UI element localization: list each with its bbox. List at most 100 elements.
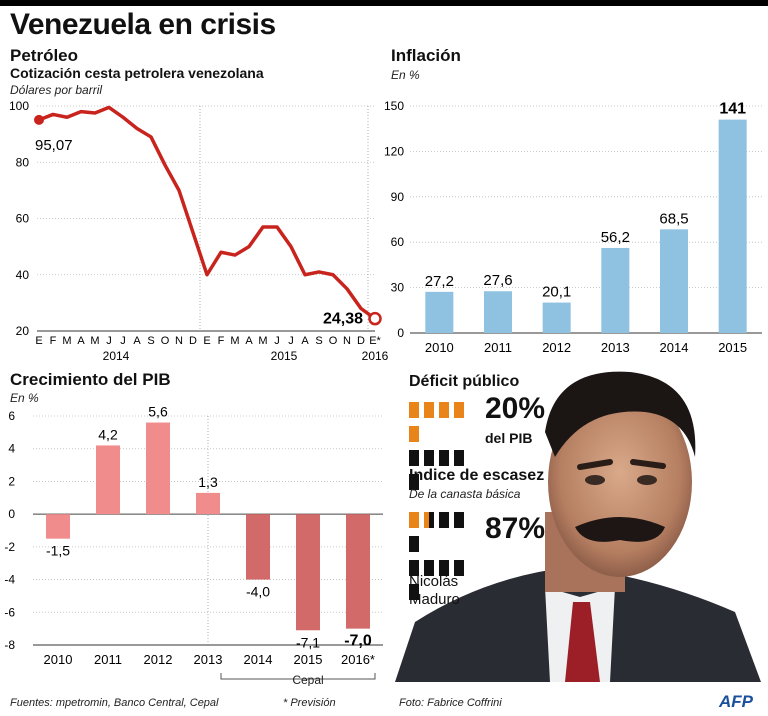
inflation-ytick-label: 90 — [391, 190, 405, 204]
oil-price-line — [38, 105, 377, 321]
oil-start-point — [34, 114, 44, 125]
oil-xtick-label: F — [218, 335, 225, 347]
oil-xtick-label: N — [175, 335, 183, 347]
top-bar — [0, 0, 768, 6]
gdp-data-label: 5,6 — [148, 404, 168, 420]
oil-year-label: 2014 — [103, 349, 130, 363]
gdp-xtick-label: 2011 — [94, 652, 122, 667]
gdp-ytick-label: -6 — [4, 605, 15, 619]
inflation-xtick-label: 2014 — [660, 340, 689, 355]
person-first-name: Nicolás — [409, 573, 459, 590]
oil-title: Petróleo — [10, 46, 79, 65]
inflation-bar — [425, 291, 454, 333]
scarcity-subtitle: De la canasta básica — [409, 487, 521, 501]
footer-note: * Previsión — [283, 697, 336, 709]
deficit-of: del PIB — [485, 430, 533, 446]
gdp-data-label: 4,2 — [98, 426, 118, 442]
oil-unit: Dólares por barril — [10, 83, 103, 97]
pictogram-square — [424, 401, 434, 418]
pictogram-square — [439, 449, 449, 466]
pictogram-square — [454, 511, 464, 528]
gdp-bar — [146, 422, 170, 515]
gdp-xtick-label: 2014 — [244, 652, 273, 667]
pictogram-square — [454, 449, 464, 466]
oil-ytick-label: 60 — [16, 212, 30, 226]
oil-xtick-label: A — [245, 335, 253, 347]
oil-ytick-label: 40 — [16, 268, 30, 282]
person-last-name: Maduro — [409, 591, 460, 608]
gdp-bar — [196, 492, 220, 515]
gdp-xtick-label: 2016* — [341, 652, 375, 667]
inflation-unit: En % — [391, 68, 420, 82]
oil-xtick-label: O — [161, 335, 170, 347]
oil-end-label: 24,38 — [323, 311, 363, 328]
oil-xtick-label: D — [357, 335, 365, 347]
oil-ytick-label: 20 — [16, 324, 30, 338]
inflation-xtick-label: 2012 — [542, 340, 571, 355]
oil-xtick-label: E* — [369, 335, 381, 347]
footer-sources: Fuentes: mpetromin, Banco Central, Cepal — [10, 697, 219, 709]
oil-year-label: 2016 — [362, 349, 389, 363]
deficit-value: 20% — [485, 392, 546, 425]
oil-xtick-label: M — [230, 335, 239, 347]
oil-end-point — [368, 311, 382, 326]
deficit-pictogram — [409, 398, 479, 494]
gdp-ytick-label: -2 — [4, 540, 15, 554]
inflation-ytick-label: 150 — [384, 99, 404, 113]
inflation-xtick-label: 2013 — [601, 340, 630, 355]
oil-xtick-label: S — [315, 335, 322, 347]
pictogram-square — [409, 535, 419, 552]
oil-xtick-label: N — [343, 335, 351, 347]
gdp-data-label: 1,3 — [198, 474, 218, 490]
oil-xtick-label: O — [329, 335, 338, 347]
pictogram-square — [409, 559, 419, 576]
pictogram-square — [454, 401, 464, 418]
pictogram-square — [409, 583, 419, 600]
deficit-title: Déficit público — [409, 373, 520, 390]
pictogram-square — [409, 511, 419, 528]
pictogram-square — [409, 473, 419, 490]
pictogram-square — [424, 449, 434, 466]
gdp-ytick-label: 6 — [8, 409, 15, 423]
oil-xtick-label: S — [147, 335, 154, 347]
inflation-ytick-label: 0 — [397, 326, 404, 340]
oil-ytick-label: 80 — [16, 155, 30, 169]
pictogram-square — [409, 401, 419, 418]
gdp-unit: En % — [10, 391, 39, 405]
inflation-bar — [718, 119, 747, 334]
oil-xtick-label: E — [203, 335, 210, 347]
inflation-ytick-label: 30 — [391, 281, 405, 295]
pictogram-square — [454, 559, 464, 576]
gdp-xtick-label: 2010 — [44, 652, 73, 667]
inflation-data-label: 27,6 — [483, 272, 512, 289]
gdp-bar — [96, 445, 120, 515]
inflation-xtick-label: 2010 — [425, 340, 454, 355]
inflation-bar — [484, 291, 512, 333]
gdp-data-label: -7,0 — [344, 633, 372, 650]
oil-xtick-label: J — [288, 335, 294, 347]
oil-xtick-label: F — [50, 335, 57, 347]
oil-ytick-label: 100 — [9, 99, 29, 113]
scarcity-value: 87% — [485, 512, 546, 545]
gdp-data-label: -1,5 — [46, 543, 70, 559]
pictogram-square — [409, 425, 419, 442]
inflation-bar — [660, 229, 688, 333]
gdp-bar — [246, 514, 270, 580]
gdp-chart: -8 -6 -4 -2 0 2 4 6 -1,5 2010 4,2 2011 5,6 2012 1,3 201… — [4, 404, 383, 686]
pictogram-square — [424, 559, 434, 576]
oil-xtick-label: A — [301, 335, 309, 347]
oil-xtick-label: A — [133, 335, 141, 347]
oil-xtick-label: M — [90, 335, 99, 347]
gdp-bar — [346, 514, 370, 629]
oil-subtitle: Cotización cesta petrolera venezolana — [10, 65, 264, 81]
scarcity-title: Indice de escasez — [409, 467, 545, 484]
inflation-bar — [601, 247, 630, 333]
pictogram-square — [439, 559, 449, 576]
page-title: Venezuela en crisis — [10, 8, 276, 41]
inflation-xtick-label: 2011 — [484, 340, 512, 355]
gdp-ytick-label: 4 — [8, 442, 15, 456]
oil-xtick-label: M — [258, 335, 267, 347]
oil-xtick-label: E — [35, 335, 42, 347]
gdp-xtick-label: 2015 — [294, 652, 323, 667]
